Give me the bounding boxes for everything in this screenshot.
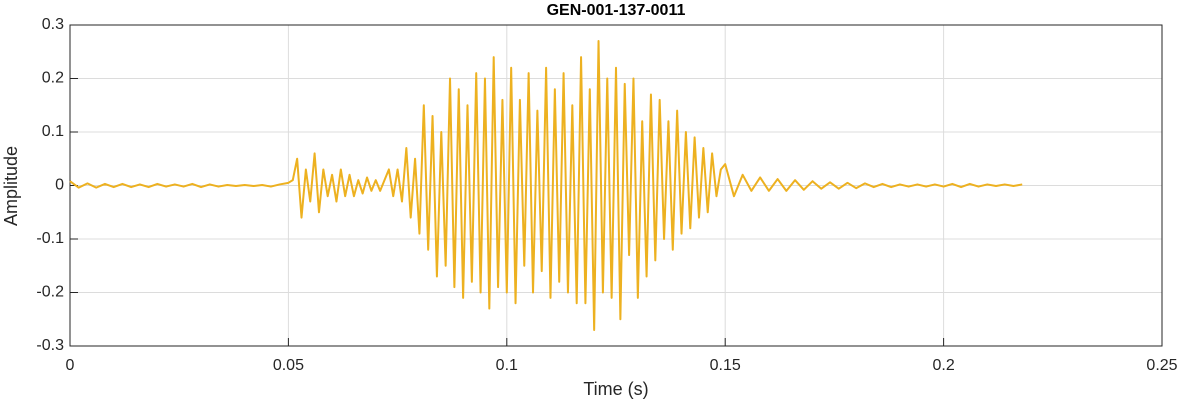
x-tick-label: 0.15 [710,357,741,374]
y-tick-label: 0.3 [42,16,64,33]
y-axis-label: Amplitude [1,146,21,226]
x-tick-label: 0 [66,357,75,374]
y-tick-label: -0.3 [36,337,64,354]
plot-frame [69,24,1163,347]
x-axis-label: Time (s) [583,379,648,399]
y-tick-label: -0.1 [36,230,64,247]
chart-title: GEN-001-137-0011 [547,2,686,19]
y-tick-label: 0.2 [42,70,64,87]
y-tick-label: -0.2 [36,284,64,301]
x-tick-label: 0.05 [273,357,304,374]
waveform-line [69,40,1023,331]
y-tick-label: 0.1 [42,123,64,140]
x-tick-label: 0.2 [932,357,954,374]
y-tick-label: 0 [55,177,64,194]
x-tick-label: 0.25 [1146,357,1177,374]
x-tick-label: 0.1 [496,357,518,374]
